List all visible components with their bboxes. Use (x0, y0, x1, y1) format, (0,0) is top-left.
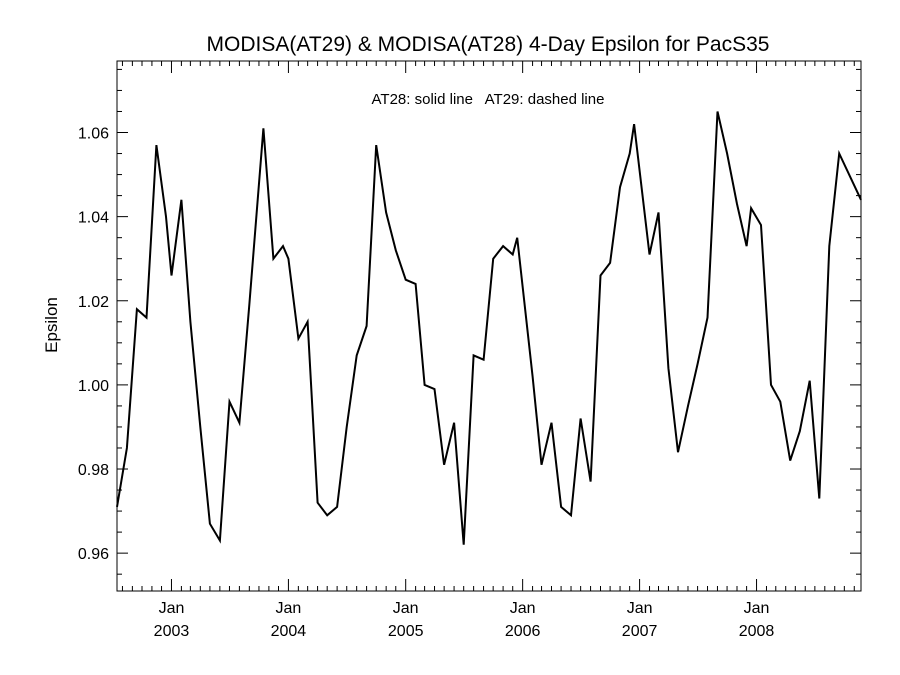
chart-title: MODISA(AT29) & MODISA(AT28) 4-Day Epsilo… (207, 33, 770, 56)
plot-frame (116, 60, 862, 592)
x-tick-label-month: Jan (276, 600, 302, 617)
x-tick-label-month: Jan (744, 600, 770, 617)
axes: 0.96 0.98 1.00 1.02 1.04 1.06 Jan 2003 Jan 2004 Ja… (78, 61, 861, 640)
x-tick-label-month: Jan (159, 600, 185, 617)
x-tick-label-month: Jan (510, 600, 536, 617)
series-style-annotation: AT28: solid line AT29: dashed line (372, 91, 605, 108)
x-tick-label-year: 2008 (739, 623, 775, 640)
series-line-solid (116, 111, 862, 545)
y-tick-label: 1.02 (78, 294, 109, 311)
y-tick-label: 1.06 (78, 126, 109, 143)
x-tick-label-month: Jan (627, 600, 653, 617)
series-lines (116, 111, 862, 545)
y-tick-label: 0.96 (78, 546, 109, 563)
x-tick-label-year: 2003 (154, 623, 190, 640)
y-tick-label: 1.04 (78, 210, 109, 227)
y-axis-label: Epsilon (42, 297, 61, 353)
y-tick-label: 0.98 (78, 462, 109, 479)
x-tick-label-year: 2005 (388, 623, 424, 640)
x-tick-label-year: 2007 (622, 623, 658, 640)
x-tick-label-month: Jan (393, 600, 419, 617)
x-tick-label-year: 2004 (271, 623, 307, 640)
x-tick-label-year: 2006 (505, 623, 541, 640)
y-tick-label: 1.00 (78, 378, 109, 395)
